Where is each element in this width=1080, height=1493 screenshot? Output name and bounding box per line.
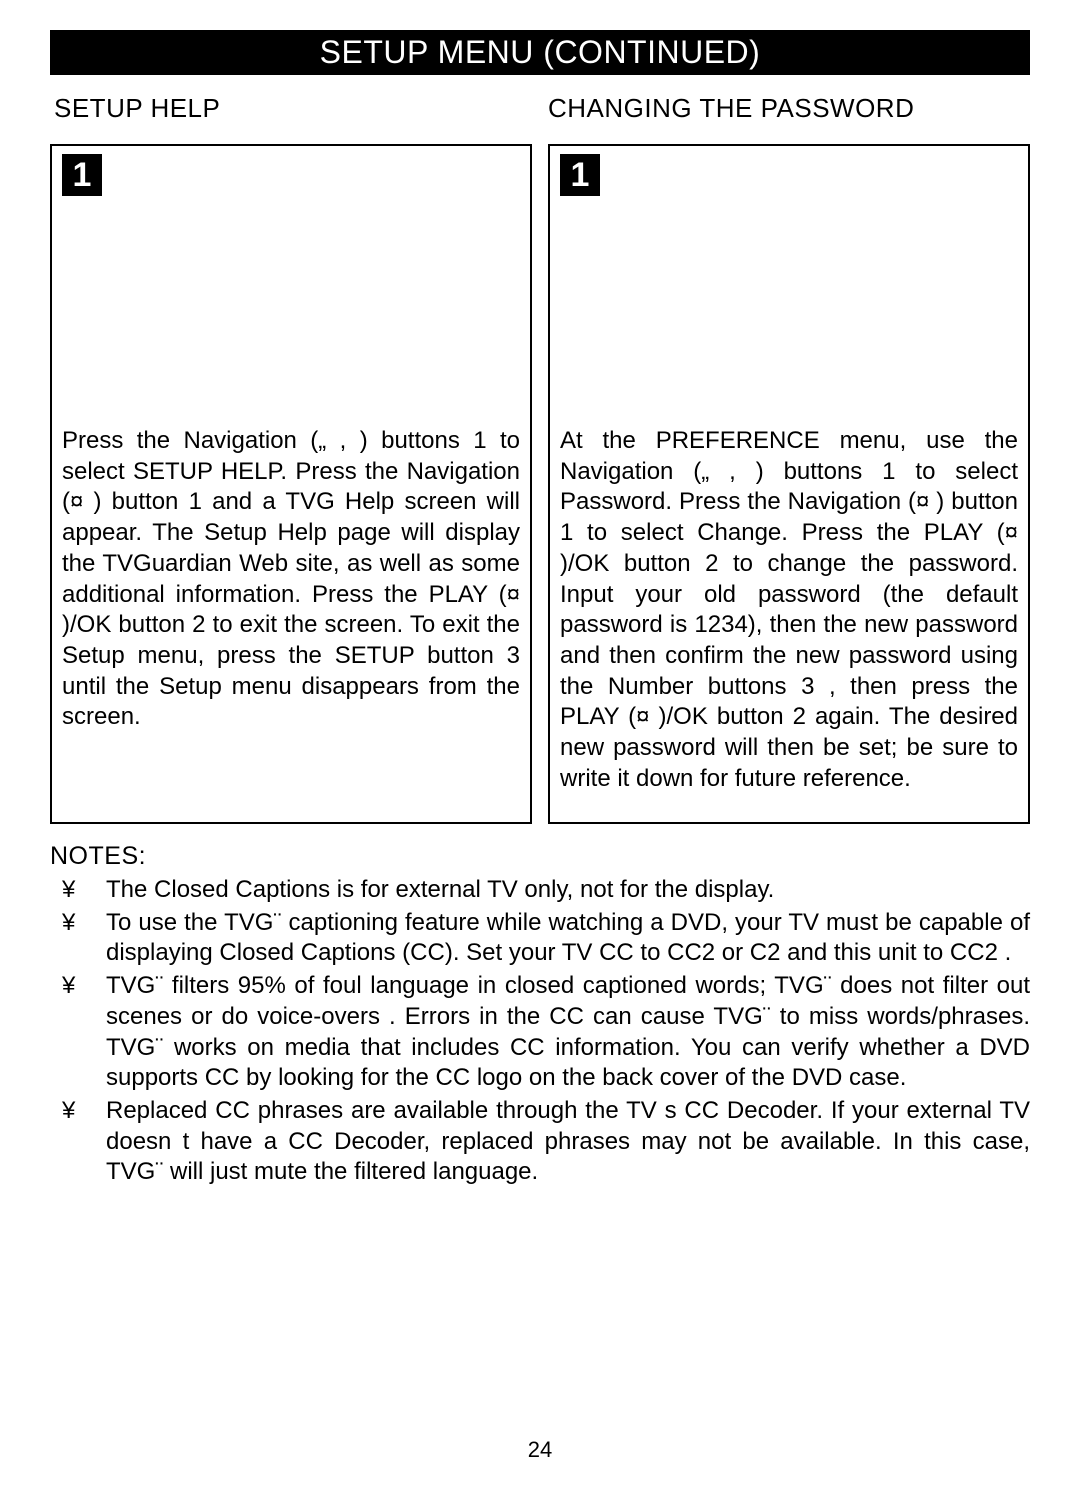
notes-item: ¥ To use the TVG¨ captioning feature whil… — [50, 908, 1030, 969]
notes-item-text: The Closed Captions is for external TV o… — [106, 876, 774, 903]
notes-item-text: Replaced CC phrases are available throug… — [106, 1097, 1030, 1185]
left-column: SETUP HELP 1 Press the Navigation („ , )… — [50, 87, 540, 824]
header-bar: SETUP MENU (CONTINUED) — [50, 30, 1030, 75]
notes-item-text: To use the TVG¨ captioning feature while… — [106, 909, 1030, 967]
left-instruction-text: Press the Navigation („ , ) buttons 1 to… — [62, 426, 520, 733]
notes-item: ¥ The Closed Captions is for external TV … — [50, 875, 1030, 906]
left-box: 1 Press the Navigation („ , ) buttons 1 … — [50, 144, 532, 824]
notes-item: ¥ TVG¨ filters 95% of foul language in c… — [50, 971, 1030, 1094]
bullet-icon: ¥ — [62, 971, 75, 1002]
left-heading: SETUP HELP — [50, 87, 540, 144]
right-heading: CHANGING THE PASSWORD — [540, 87, 1030, 144]
bullet-icon: ¥ — [62, 875, 75, 906]
page-number: 24 — [0, 1437, 1080, 1463]
notes-item-text: TVG¨ filters 95% of foul language in clo… — [106, 972, 1030, 1091]
right-column: CHANGING THE PASSWORD 1 At the PREFERENC… — [540, 87, 1030, 824]
right-box: 1 At the PREFERENCE menu, use the Naviga… — [548, 144, 1030, 824]
bullet-icon: ¥ — [62, 908, 75, 939]
two-column-layout: SETUP HELP 1 Press the Navigation („ , )… — [50, 87, 1030, 824]
right-step-number: 1 — [560, 154, 600, 196]
left-step-number: 1 — [62, 154, 102, 196]
right-instruction-text: At the PREFERENCE menu, use the Navigati… — [560, 426, 1018, 795]
bullet-icon: ¥ — [62, 1096, 75, 1127]
notes-heading: NOTES: — [50, 842, 1030, 871]
notes-item: ¥ Replaced CC phrases are available thro… — [50, 1096, 1030, 1188]
notes-list: ¥ The Closed Captions is for external TV … — [50, 875, 1030, 1188]
